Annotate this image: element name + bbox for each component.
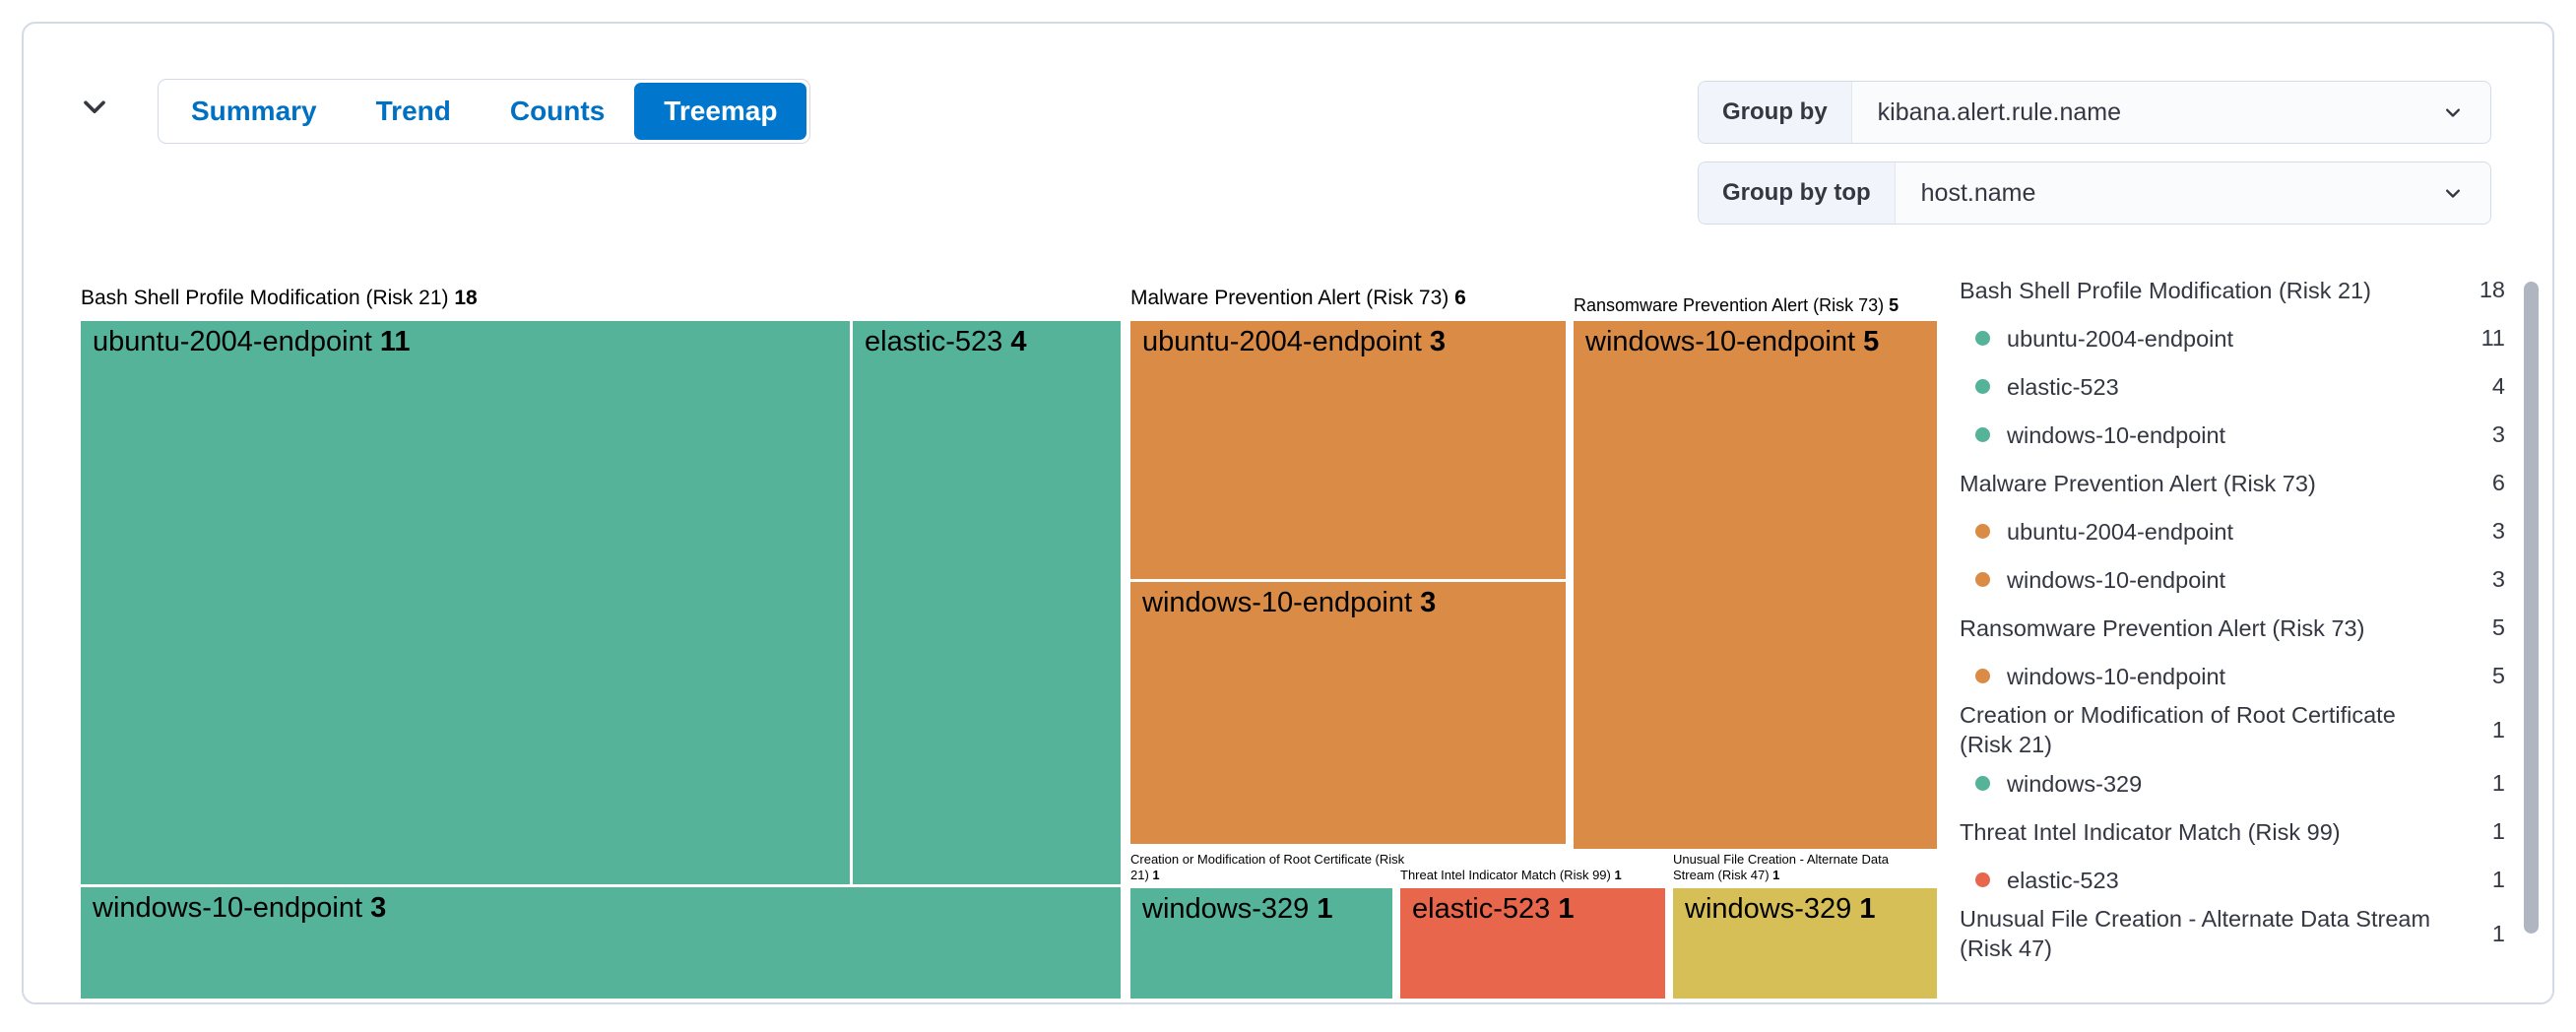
legend-color-dot (1975, 572, 1990, 587)
treemap-cell-windows-10-endpoint[interactable]: windows-10-endpoint 3 (1130, 582, 1566, 844)
legend-rule-ransomware-prevention-alert-risk-73[interactable]: Ransomware Prevention Alert (Risk 73) 5 (1960, 614, 2505, 641)
legend-scrollbar-thumb[interactable] (2524, 282, 2539, 934)
treemap-cell-windows-329[interactable]: windows-329 1 (1130, 888, 1392, 999)
treemap-cell-ubuntu-2004-endpoint[interactable]: ubuntu-2004-endpoint 11 (81, 321, 850, 884)
treemap-section-header-threat-intel-indicator-match-risk-99: Threat Intel Indicator Match (Risk 99) 1 (1400, 868, 1622, 882)
treemap-cell-ubuntu-2004-endpoint[interactable]: ubuntu-2004-endpoint 3 (1130, 321, 1566, 579)
legend-color-dot (1975, 776, 1990, 791)
legend-host-ubuntu-2004-endpoint[interactable]: ubuntu-2004-endpoint 3 (1960, 507, 2505, 555)
treemap-section-header-malware-prevention-alert-risk-73: Malware Prevention Alert (Risk 73) 6 (1130, 287, 1466, 309)
view-selector-button-group: Summary Trend Counts Treemap (158, 79, 811, 144)
legend-color-dot (1975, 872, 1990, 887)
group-by-top-value[interactable]: host.name (1920, 178, 2036, 207)
legend-host-windows-329[interactable]: windows-329 1 (1960, 759, 2505, 807)
treemap-section-header-unusual-file-creation-alternate-data-stream-risk-47: Unusual File Creation - Alternate Data S… (1673, 852, 1889, 882)
tab-treemap[interactable]: Treemap (634, 83, 807, 140)
tab-summary[interactable]: Summary (161, 83, 347, 140)
legend-color-dot (1975, 524, 1990, 539)
treemap-section-header-ransomware-prevention-alert-risk-73: Ransomware Prevention Alert (Risk 73) 5 (1574, 295, 1900, 315)
treemap-cell-windows-10-endpoint[interactable]: windows-10-endpoint 3 (81, 887, 1121, 999)
legend-color-dot (1975, 331, 1990, 346)
treemap-cell-elastic-523[interactable]: elastic-523 4 (853, 321, 1121, 884)
legend-host-windows-10-endpoint[interactable]: windows-10-endpoint 3 (1960, 411, 2505, 459)
treemap-section-header-bash-shell-profile-modification-risk-21: Bash Shell Profile Modification (Risk 21… (81, 287, 478, 309)
group-by-top-select[interactable]: Group by top host.name (1698, 161, 2491, 225)
legend-host-ubuntu-2004-endpoint[interactable]: ubuntu-2004-endpoint 11 (1960, 314, 2505, 362)
chevron-down-icon (84, 100, 105, 114)
legend-color-dot (1975, 379, 1990, 394)
collapse-panel-button[interactable] (67, 79, 122, 134)
legend-host-elastic-523[interactable]: elastic-523 1 (1960, 856, 2505, 904)
alerts-visualization-panel: Summary Trend Counts Treemap Group by kiban… (22, 22, 2554, 1004)
legend-color-dot (1975, 427, 1990, 442)
legend-host-elastic-523[interactable]: elastic-523 4 (1960, 362, 2505, 411)
legend-rule-bash-shell-profile-modification-risk-21[interactable]: Bash Shell Profile Modification (Risk 21… (1960, 277, 2505, 303)
legend-rule-malware-prevention-alert-risk-73[interactable]: Malware Prevention Alert (Risk 73) 6 (1960, 470, 2505, 496)
legend-host-windows-10-endpoint[interactable]: windows-10-endpoint 3 (1960, 555, 2505, 604)
treemap-legend: Bash Shell Profile Modification (Risk 21… (1960, 266, 2505, 963)
treemap-section-header-creation-or-modification-of-root-certificate-risk-21: Creation or Modification of Root Certifi… (1130, 852, 1405, 882)
treemap-cell-windows-329[interactable]: windows-329 1 (1673, 888, 1937, 999)
treemap-cell-elastic-523[interactable]: elastic-523 1 (1400, 888, 1665, 999)
legend-rule-unusual-file-creation-alternate-data-stream-risk-47[interactable]: Unusual File Creation - Alternate Data S… (1960, 906, 2505, 961)
group-by-top-label: Group by top (1699, 162, 1896, 224)
legend-color-dot (1975, 669, 1990, 683)
tab-trend[interactable]: Trend (347, 83, 481, 140)
legend-host-windows-10-endpoint[interactable]: windows-10-endpoint 5 (1960, 652, 2505, 700)
group-by-label: Group by (1699, 82, 1852, 143)
group-by-select[interactable]: Group by kibana.alert.rule.name (1698, 81, 2491, 144)
legend-rule-threat-intel-indicator-match-risk-99[interactable]: Threat Intel Indicator Match (Risk 99) 1 (1960, 818, 2505, 845)
chevron-down-icon (2439, 82, 2490, 143)
legend-rule-creation-or-modification-of-root-certificate-risk-21[interactable]: Creation or Modification of Root Certifi… (1960, 702, 2505, 757)
chevron-down-icon (2439, 162, 2490, 224)
treemap-cell-windows-10-endpoint[interactable]: windows-10-endpoint 5 (1574, 321, 1937, 849)
tab-counts[interactable]: Counts (481, 83, 634, 140)
group-by-value[interactable]: kibana.alert.rule.name (1877, 97, 2122, 126)
